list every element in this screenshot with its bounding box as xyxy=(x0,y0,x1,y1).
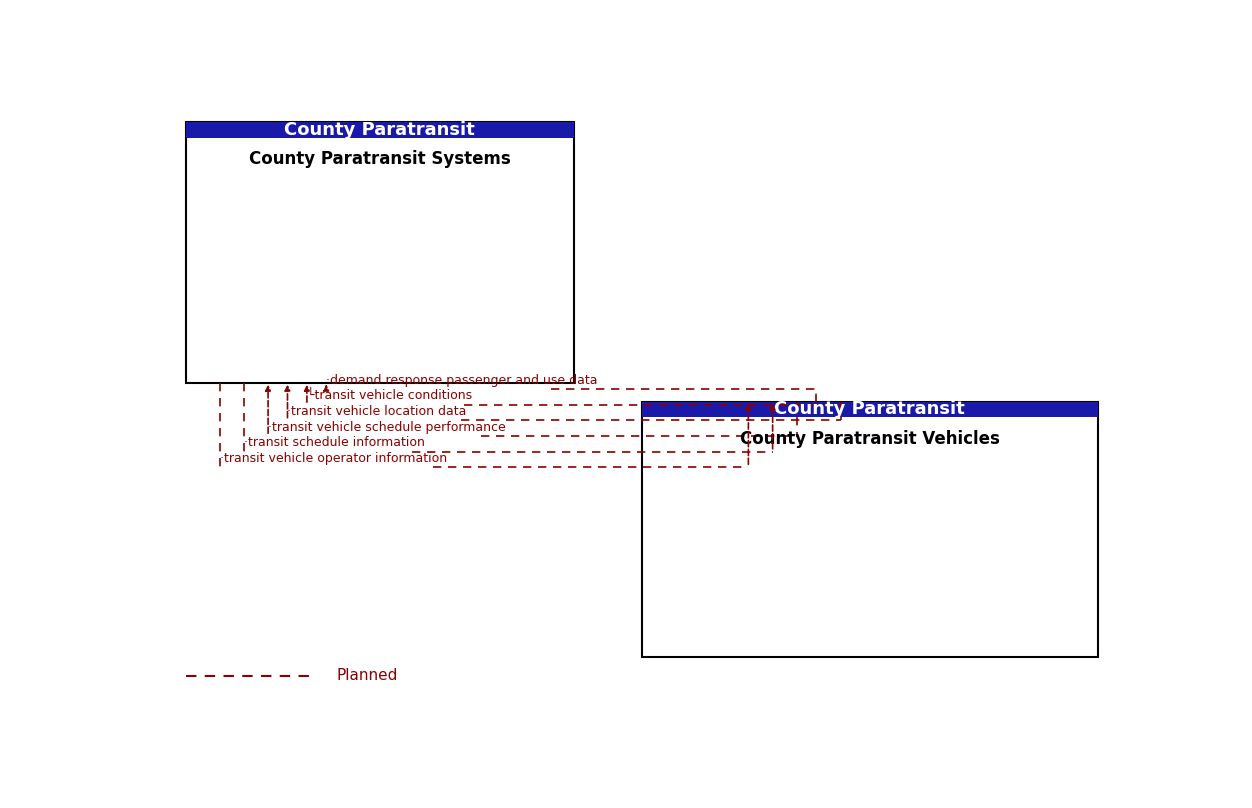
Text: ·demand response passenger and use data: ·demand response passenger and use data xyxy=(327,374,597,387)
Text: County Paratransit Vehicles: County Paratransit Vehicles xyxy=(740,430,999,448)
Text: ·transit schedule information: ·transit schedule information xyxy=(244,436,424,449)
Text: ·transit vehicle location data: ·transit vehicle location data xyxy=(288,405,467,418)
Bar xyxy=(641,402,1098,657)
Text: ·transit vehicle operator information: ·transit vehicle operator information xyxy=(219,452,447,465)
Bar xyxy=(185,122,573,137)
Text: County Paratransit: County Paratransit xyxy=(284,120,475,139)
Text: └transit vehicle conditions: └transit vehicle conditions xyxy=(307,389,472,402)
Text: County Paratransit Systems: County Paratransit Systems xyxy=(249,150,511,168)
Bar xyxy=(185,122,573,383)
Text: Planned: Planned xyxy=(336,668,397,683)
Bar xyxy=(641,402,1098,417)
Text: ·transit vehicle schedule performance: ·transit vehicle schedule performance xyxy=(268,420,506,434)
Text: County Paratransit: County Paratransit xyxy=(774,401,965,419)
